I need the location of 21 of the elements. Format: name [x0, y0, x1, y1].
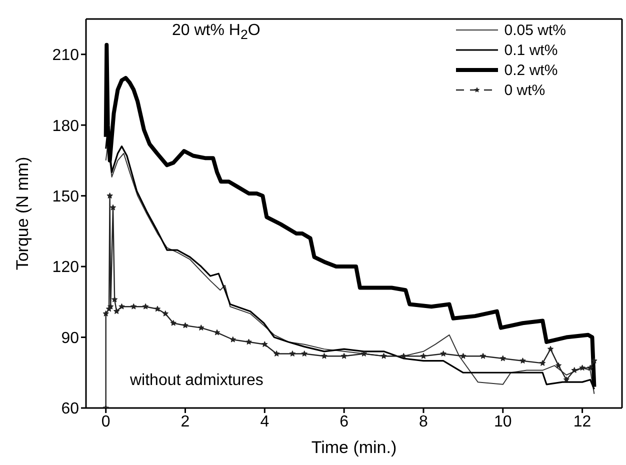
- legend-label: 0.2 wt%: [504, 62, 558, 78]
- y-tick-label: 90: [61, 330, 80, 347]
- legend-label: 0.1 wt%: [504, 42, 558, 58]
- annotation: 20 wt% H$_{2}$O: [172, 22, 260, 42]
- x-tick-label: 10: [494, 413, 512, 430]
- y-tick-label: 60: [61, 400, 80, 418]
- x-tick-label: 12: [573, 413, 592, 430]
- x-tick-label: 6: [340, 413, 349, 430]
- y-tick-label: 210: [52, 47, 80, 64]
- legend-label: 0 wt%: [504, 82, 546, 98]
- y-tick-label: 120: [52, 259, 80, 276]
- y-axis-title: Torque (N mm): [13, 156, 32, 270]
- x-tick-label: 8: [419, 413, 428, 430]
- y-tick-label: 180: [52, 118, 80, 135]
- x-tick-label: 2: [180, 413, 190, 430]
- x-tick-label: 0: [101, 413, 110, 430]
- x-axis-title: Time (min.): [311, 438, 397, 457]
- x-tick-label: 4: [260, 413, 270, 430]
- legend-label: 0.05 wt%: [504, 22, 566, 38]
- y-tick-label: 150: [52, 188, 80, 206]
- annotation: without admixtures: [130, 372, 264, 390]
